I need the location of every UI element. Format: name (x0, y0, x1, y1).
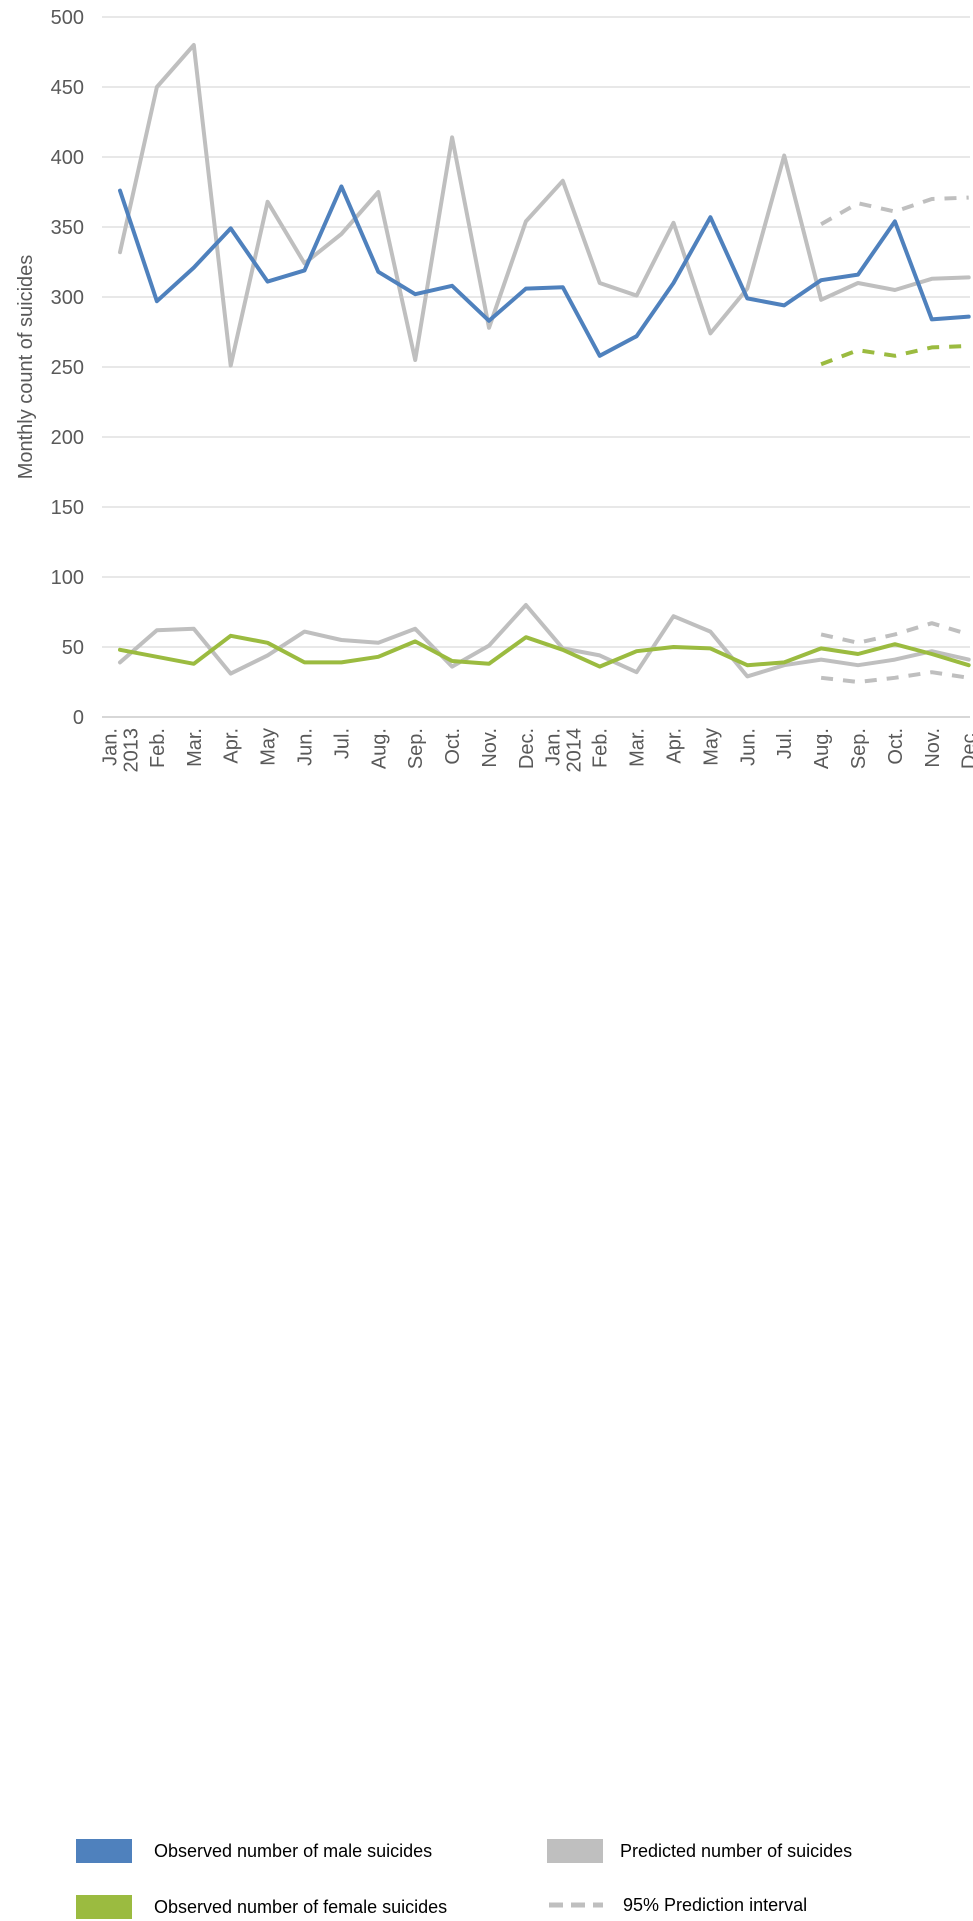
x-tick-label-line: Oct. (442, 728, 464, 765)
x-tick-label: Jun. (295, 728, 317, 766)
x-tick-label-line: May (700, 728, 722, 766)
y-tick-label: 300 (51, 287, 84, 309)
x-tick-label: Feb. (147, 728, 169, 768)
x-tick-label-line: Dec. (516, 728, 538, 769)
x-tick-label-line: Aug. (368, 728, 390, 769)
x-tick-label-line: Sep. (848, 728, 870, 769)
series-line-1 (120, 45, 969, 366)
y-tick-label: 100 (51, 567, 84, 589)
series-line-6 (821, 623, 969, 643)
x-tick-label-line: Mar. (184, 728, 206, 767)
x-tick-label: Jun. (737, 728, 759, 766)
x-tick-label-line: Sep. (405, 728, 427, 769)
x-tick-label: Jul. (331, 728, 353, 759)
y-tick-label: 250 (51, 357, 84, 379)
x-tick-label: Dec. (959, 728, 973, 769)
y-tick-label: 450 (51, 77, 84, 99)
x-tick-label-line: Apr. (664, 728, 686, 764)
x-tick-label-line: Jun. (295, 728, 317, 766)
x-tick-label: Oct. (442, 728, 464, 765)
y-tick-label: 200 (51, 427, 84, 449)
legend-swatch-female (76, 1895, 132, 1919)
x-tick-label: Nov. (479, 728, 501, 768)
series-line-5 (821, 346, 969, 364)
legend-item-predicted: Predicted number of suicides (547, 1839, 947, 1865)
x-tick-label-line: Jul. (774, 728, 796, 759)
x-tick-label-line: Dec. (959, 728, 973, 769)
y-tick-label: 400 (51, 147, 84, 169)
x-tick-label-line: 2014 (563, 728, 585, 773)
y-tick-label: 0 (73, 707, 84, 729)
x-tick-label-line: May (258, 728, 280, 766)
legend-label-predicted: Predicted number of suicides (620, 1841, 852, 1862)
x-tick-label: Sep. (848, 728, 870, 769)
x-tick-label: Aug. (368, 728, 390, 769)
series-lines (120, 45, 969, 682)
y-axis-label: Monthly count of suicides (15, 255, 37, 480)
x-tick-label: Jan.2014 (542, 728, 585, 773)
x-tick-label-line: Oct. (885, 728, 907, 765)
x-tick-label: Apr. (221, 728, 243, 764)
y-tick-label: 150 (51, 497, 84, 519)
x-tick-label-line: Mar. (627, 728, 649, 767)
legend-label-male: Observed number of male suicides (154, 1841, 432, 1862)
x-tick-label: Aug. (811, 728, 833, 769)
x-tick-label-line: Feb. (147, 728, 169, 768)
x-tick-label: Jan.2013 (100, 728, 143, 773)
x-tick-label: May (700, 728, 722, 766)
legend-label-interval: 95% Prediction interval (623, 1895, 807, 1916)
x-tick-label: Dec. (516, 728, 538, 769)
y-tick-label: 500 (51, 7, 84, 29)
legend-swatch-interval (547, 1893, 603, 1917)
legend-item-interval: 95% Prediction interval (547, 1893, 947, 1919)
x-tick-label-line: Jan. (100, 728, 122, 766)
legend-item-male: Observed number of male suicides (76, 1839, 496, 1865)
y-tick-label: 50 (62, 637, 84, 659)
x-tick-label-line: Jul. (331, 728, 353, 759)
x-tick-label: May (258, 728, 280, 766)
legend-swatch-male (76, 1839, 132, 1863)
gridlines (102, 17, 970, 717)
x-tick-label-line: Jan. (542, 728, 564, 766)
x-tick-label-line: Feb. (590, 728, 612, 768)
x-tick-label: Mar. (184, 728, 206, 767)
x-tick-label: Oct. (885, 728, 907, 765)
x-tick-label-line: Nov. (922, 728, 944, 768)
y-axis-ticks: 0 50 100 150 200 250 300 350 400 450 500 (51, 7, 84, 729)
x-tick-label-line: 2013 (121, 728, 143, 773)
legend-swatch-predicted (547, 1839, 603, 1863)
x-tick-label: Mar. (627, 728, 649, 767)
y-tick-label: 350 (51, 217, 84, 239)
x-tick-label-line: Apr. (221, 728, 243, 764)
series-line-7 (821, 672, 969, 682)
x-tick-label: Feb. (590, 728, 612, 768)
x-tick-label: Jul. (774, 728, 796, 759)
x-tick-label-line: Jun. (737, 728, 759, 766)
x-tick-label-line: Aug. (811, 728, 833, 769)
x-tick-label-line: Nov. (479, 728, 501, 768)
x-tick-label: Sep. (405, 728, 427, 769)
legend-item-female: Observed number of female suicides (76, 1895, 516, 1921)
x-tick-label: Nov. (922, 728, 944, 768)
x-tick-label: Apr. (664, 728, 686, 764)
legend-label-female: Observed number of female suicides (154, 1897, 447, 1918)
